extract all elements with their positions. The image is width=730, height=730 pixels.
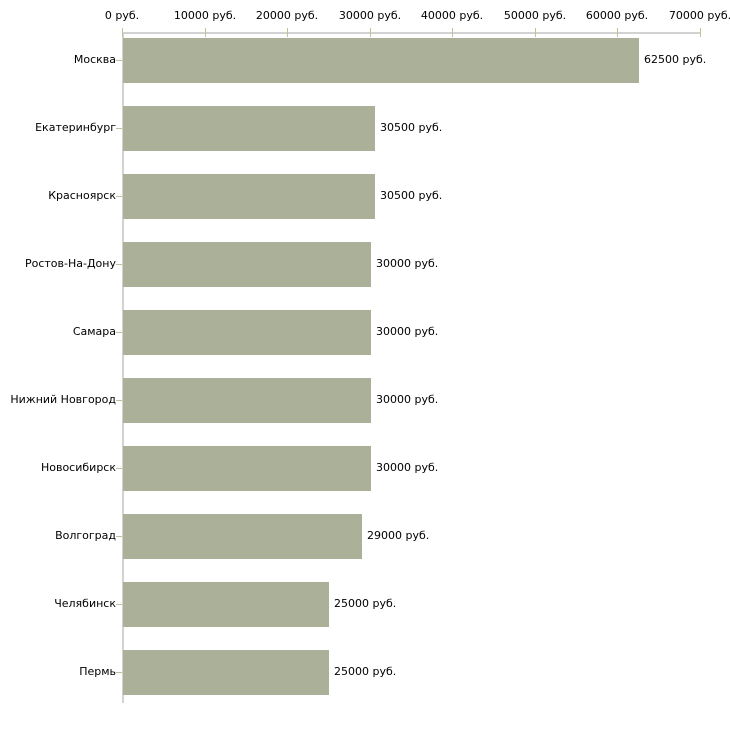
value-label: 25000 руб. (334, 597, 397, 610)
y-tick-mark (116, 60, 122, 61)
y-tick-mark (116, 196, 122, 197)
bar (123, 38, 639, 83)
value-label: 30500 руб. (380, 121, 443, 134)
value-label: 29000 руб. (367, 529, 430, 542)
category-label: Новосибирск (40, 461, 116, 474)
category-label: Екатеринбург (35, 121, 116, 134)
category-label: Волгоград (55, 529, 116, 542)
x-tick-label: 0 руб. (104, 9, 140, 22)
x-tick-mark (287, 28, 288, 37)
value-label: 62500 руб. (644, 53, 707, 66)
category-label: Ростов-На-Дону (24, 257, 116, 270)
bar (123, 310, 371, 355)
category-label: Нижний Новгород (10, 393, 116, 406)
bar (123, 582, 329, 627)
y-tick-mark (116, 264, 122, 265)
x-tick-mark (535, 28, 536, 37)
category-label: Челябинск (54, 597, 116, 610)
x-tick-label: 40000 руб. (420, 9, 484, 22)
x-tick-mark (122, 28, 123, 37)
bar (123, 106, 375, 151)
value-label: 25000 руб. (334, 665, 397, 678)
category-label: Красноярск (48, 189, 116, 202)
bar (123, 174, 375, 219)
bar (123, 514, 362, 559)
x-tick-label: 30000 руб. (338, 9, 402, 22)
x-tick-label: 50000 руб. (503, 9, 567, 22)
bar (123, 242, 371, 287)
x-tick-label: 10000 руб. (173, 9, 237, 22)
x-tick-mark (700, 28, 701, 37)
category-label: Пермь (79, 665, 116, 678)
y-tick-mark (116, 536, 122, 537)
x-tick-label: 20000 руб. (255, 9, 319, 22)
y-tick-mark (116, 400, 122, 401)
category-label: Самара (72, 325, 116, 338)
y-tick-mark (116, 128, 122, 129)
value-label: 30000 руб. (376, 257, 439, 270)
y-tick-mark (116, 332, 122, 333)
x-tick-mark (205, 28, 206, 37)
value-label: 30000 руб. (376, 325, 439, 338)
bar (123, 650, 329, 695)
value-label: 30000 руб. (376, 393, 439, 406)
value-label: 30500 руб. (380, 189, 443, 202)
bar (123, 446, 371, 491)
x-tick-mark (617, 28, 618, 37)
x-tick-label: 70000 руб. (668, 9, 730, 22)
y-tick-mark (116, 604, 122, 605)
x-tick-mark (452, 28, 453, 37)
x-tick-mark (370, 28, 371, 37)
value-label: 30000 руб. (376, 461, 439, 474)
x-tick-label: 60000 руб. (585, 9, 649, 22)
y-tick-mark (116, 468, 122, 469)
category-label: Москва (73, 53, 116, 66)
y-axis-line (122, 32, 124, 703)
x-axis-line (122, 32, 701, 34)
y-tick-mark (116, 672, 122, 673)
bar (123, 378, 371, 423)
